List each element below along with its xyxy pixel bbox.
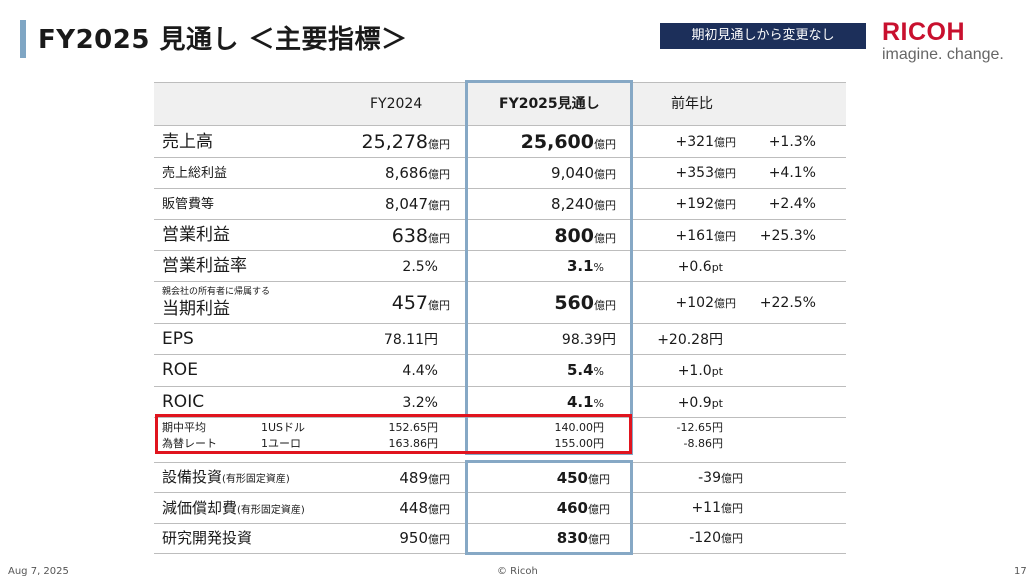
- row-label-gross-profit: 売上総利益: [162, 166, 228, 181]
- page-title: FY2025 見通し ＜主要指標＞: [38, 25, 408, 55]
- roe-fy2025: 5.4%: [566, 361, 604, 379]
- row-label-operating-profit: 営業利益: [162, 225, 230, 245]
- logo-wordmark: RICOH: [882, 18, 966, 46]
- roic-fy2025: 4.1%: [566, 393, 604, 411]
- net-income-pct: +22.5%: [759, 295, 816, 311]
- gross-profit-fy2024: 8,686億円: [385, 164, 450, 182]
- revenue-fy2024: 25,278億円: [361, 131, 450, 153]
- rd-fy2024: 950億円: [399, 529, 450, 547]
- operating-profit-fy2024: 638億円: [391, 225, 450, 247]
- eps-fy2024: 78.11円: [383, 332, 438, 348]
- roe-fy2024: 4.4%: [402, 363, 438, 379]
- title-accent-bar: [20, 20, 26, 58]
- row-divider: [154, 188, 846, 189]
- row-divider: [154, 354, 846, 355]
- net-income-fy2024: 457億円: [391, 292, 450, 314]
- fx-eur-fy2025: 155.00円: [554, 437, 605, 450]
- fx-usd-label: 1USドル: [261, 421, 306, 434]
- fy2025-column-frame: [465, 80, 633, 455]
- operating-margin-diff: +0.6pt: [677, 259, 723, 275]
- row-divider: [154, 250, 846, 251]
- operating-margin-fy2024: 2.5%: [402, 259, 438, 275]
- depreciation-fy2024: 448億円: [399, 499, 450, 517]
- row-label-revenue: 売上高: [162, 132, 213, 152]
- eps-diff: +20.28円: [657, 332, 723, 348]
- row-label-roic: ROIC: [162, 392, 205, 412]
- row-label-roe: ROE: [162, 360, 198, 380]
- depreciation-diff: +11億円: [691, 500, 743, 516]
- row-label-capex: 設備投資(有形固定資産): [162, 468, 290, 486]
- row-divider: [154, 219, 846, 220]
- sga-pct: +2.4%: [768, 196, 816, 212]
- revenue-diff: +321億円: [675, 134, 736, 150]
- net-income-fy2025: 560億円: [554, 292, 616, 314]
- ricoh-logo: RICOH imagine. change.: [882, 18, 1007, 64]
- sga-diff: +192億円: [675, 196, 736, 212]
- fx-eur-fy2024: 163.86円: [388, 437, 439, 450]
- logo-tagline: imagine. change.: [882, 46, 1004, 63]
- row-divider: [154, 523, 846, 524]
- fy2025-lower-frame: [465, 460, 633, 555]
- gross-profit-pct: +4.1%: [768, 165, 816, 181]
- row-divider: [154, 386, 846, 387]
- row-label-net-income-note: 親会社の所有者に帰属する: [162, 287, 271, 297]
- row-divider: [154, 157, 846, 158]
- fx-usd-diff: -12.65円: [676, 421, 723, 434]
- operating-profit-fy2025: 800億円: [554, 225, 616, 247]
- footer-date: Aug 7, 2025: [8, 566, 69, 577]
- row-divider: [154, 281, 846, 282]
- fx-label-1: 期中平均: [162, 421, 206, 434]
- revenue-pct: +1.3%: [768, 134, 816, 150]
- col-header-yoy: 前年比: [671, 96, 713, 112]
- fx-usd-fy2025: 140.00円: [554, 421, 605, 434]
- rd-diff: -120億円: [689, 530, 743, 546]
- capex-diff: -39億円: [698, 470, 743, 486]
- eps-fy2025: 98.39円: [561, 332, 616, 348]
- row-label-operating-margin: 営業利益率: [162, 256, 247, 276]
- col-header-fy2025: FY2025見通し: [499, 96, 600, 112]
- operating-profit-diff: +161億円: [675, 228, 736, 244]
- fx-eur-diff: -8.86円: [683, 437, 723, 450]
- row-label-eps: EPS: [162, 329, 194, 349]
- row-label-net-income: 当期利益: [162, 299, 230, 319]
- sga-fy2024: 8,047億円: [385, 195, 450, 213]
- table-header: [154, 83, 846, 125]
- gross-profit-fy2025: 9,040億円: [551, 164, 616, 182]
- capex-fy2025: 450億円: [556, 469, 610, 487]
- revenue-fy2025: 25,600億円: [520, 131, 616, 153]
- fx-label-2: 為替レート: [162, 437, 217, 450]
- row-label-rd: 研究開発投資: [162, 529, 253, 547]
- fx-eur-label: 1ユーロ: [261, 437, 301, 450]
- footer-copyright: © Ricoh: [497, 566, 538, 577]
- roic-fy2024: 3.2%: [402, 395, 438, 411]
- capex-fy2024: 489億円: [399, 469, 450, 487]
- fx-highlight-box: [155, 414, 632, 454]
- net-income-diff: +102億円: [675, 295, 736, 311]
- depreciation-fy2025: 460億円: [556, 499, 610, 517]
- roic-diff: +0.9pt: [677, 395, 723, 411]
- operating-margin-fy2025: 3.1%: [566, 257, 604, 275]
- roe-diff: +1.0pt: [677, 363, 723, 379]
- rd-fy2025: 830億円: [556, 529, 610, 547]
- gross-profit-diff: +353億円: [675, 165, 736, 181]
- sga-fy2025: 8,240億円: [551, 195, 616, 213]
- row-divider: [154, 323, 846, 324]
- row-divider: [154, 492, 846, 493]
- page-number: 17: [1014, 566, 1027, 577]
- operating-profit-pct: +25.3%: [759, 228, 816, 244]
- row-label-depreciation: 減価償却費(有形固定資産): [162, 499, 305, 517]
- status-badge: 期初見通しから変更なし: [660, 23, 866, 49]
- row-divider: [154, 417, 846, 418]
- row-divider: [154, 125, 846, 126]
- fx-usd-fy2024: 152.65円: [388, 421, 439, 434]
- col-header-fy2024: FY2024: [370, 96, 423, 112]
- row-label-sga: 販管費等: [162, 197, 215, 212]
